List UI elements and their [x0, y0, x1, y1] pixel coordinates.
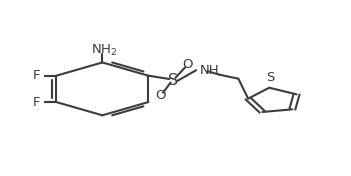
Text: O: O — [182, 58, 192, 71]
Text: F: F — [33, 96, 41, 109]
Text: S: S — [266, 71, 275, 84]
Text: NH: NH — [200, 64, 219, 77]
Text: O: O — [155, 89, 166, 102]
Text: S: S — [168, 73, 178, 88]
Text: NH$_2$: NH$_2$ — [91, 43, 117, 58]
Text: F: F — [33, 69, 41, 82]
